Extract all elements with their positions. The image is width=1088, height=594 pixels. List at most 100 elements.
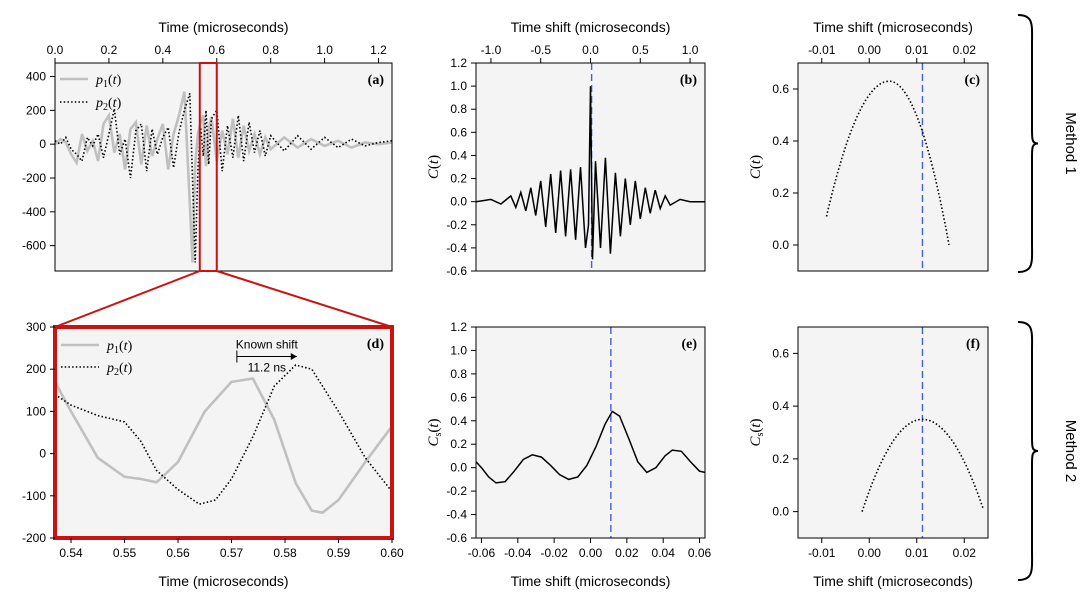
x-tick-label: 0.02 (615, 546, 639, 560)
y-tick-label: -400 (22, 205, 46, 219)
ylabel-open: ( (426, 164, 442, 169)
ylabel-open: ( (748, 164, 764, 169)
ylabel-sub: s (433, 433, 444, 437)
series-line-series-0 (476, 410, 705, 484)
panel-label: (b) (680, 73, 697, 88)
x-tick-label: 0.02 (953, 43, 977, 57)
x-tick-label: 0.0 (582, 43, 599, 57)
y-tick-label: -100 (22, 489, 46, 503)
legend-t: t (124, 339, 129, 354)
y-tick-label: -0.2 (446, 218, 467, 232)
y-tick-label: 1.0 (450, 79, 467, 93)
legend-t: t (113, 96, 118, 111)
x-tick-label: 0.8 (262, 43, 279, 57)
y-tick-label: 400 (26, 70, 46, 84)
y-tick-label: 0.2 (450, 437, 467, 451)
legend-p: p (95, 96, 103, 111)
legend-sub: 2 (103, 102, 108, 113)
y-tick-label: 0.6 (450, 125, 467, 139)
legend: p1(t)p2(t) (60, 73, 122, 113)
legend-label: p1(t) (95, 73, 122, 90)
x-tick-label: 1.2 (370, 43, 387, 57)
zoom-connector-left (54, 270, 201, 328)
x-tick-label: 0.00 (858, 546, 882, 560)
x-axis-title: Time (microseconds) (158, 573, 288, 589)
legend-t: t (124, 361, 129, 376)
x-tick-label: 0.56 (166, 546, 190, 560)
y-tick-label: 0.8 (450, 102, 467, 116)
x-axis-title: Time (microseconds) (158, 19, 288, 35)
y-tick-label: 0.8 (450, 367, 467, 381)
ylabel-close: ) (426, 418, 442, 423)
x-tick-label: -0.01 (808, 43, 836, 57)
y-tick-label: 0 (39, 137, 46, 151)
y-tick-label: 0.0 (450, 195, 467, 209)
x-tick-label: 0.55 (113, 546, 137, 560)
x-tick-label: -1.0 (481, 43, 502, 57)
y-axis-title: Cs(t) (748, 418, 766, 446)
legend-open: ( (119, 361, 124, 376)
y-tick-label: 1.2 (450, 320, 467, 334)
panel-label: (d) (367, 337, 384, 352)
brace-icon (1017, 321, 1039, 581)
legend-sub: 1 (103, 79, 108, 90)
series-line-p1(t) (55, 377, 392, 515)
y-tick-label: 100 (26, 404, 46, 418)
x-tick-label: 0.01 (905, 546, 929, 560)
annotation-value: 11.2 ns (248, 361, 286, 375)
ylabel-t: t (748, 159, 764, 164)
ylabel-c: C (748, 168, 764, 179)
series-line-series-0 (825, 80, 950, 246)
y-tick-label: 200 (26, 362, 46, 376)
y-tick-label: 0.4 (772, 399, 789, 413)
plot-frame (54, 62, 393, 272)
panel-label: (c) (964, 73, 980, 88)
ylabel-t: t (426, 159, 442, 164)
plot-data (55, 364, 392, 515)
plot-frame (797, 326, 989, 539)
series-line-p2(t) (55, 93, 392, 263)
ylabel-c: C (748, 436, 764, 447)
ylabel-open: ( (748, 428, 764, 433)
x-axis-title: Time shift (microseconds) (511, 19, 671, 35)
y-tick-label: 1.2 (450, 56, 467, 70)
ylabel-close: ) (748, 155, 764, 160)
x-tick-label: 1.0 (682, 43, 699, 57)
ylabel-close: ) (426, 155, 442, 160)
y-axis-title: Cs(t) (426, 418, 444, 446)
x-tick-label: 1.0 (316, 43, 333, 57)
legend-p: p (106, 361, 114, 376)
legend-p: p (106, 339, 114, 354)
x-tick-label: 0.0 (47, 43, 64, 57)
highlight-box (198, 62, 218, 272)
x-tick-label: 0.06 (688, 546, 712, 560)
x-tick-label: 0.4 (154, 43, 171, 57)
ylabel-t: t (748, 423, 764, 428)
brace-icon (1017, 14, 1039, 273)
plot-area (476, 327, 705, 538)
y-tick-label: -200 (22, 171, 46, 185)
legend-close: ) (128, 339, 133, 354)
plot-data (825, 63, 950, 271)
plot-frame (797, 62, 989, 272)
y-tick-label: -0.6 (446, 531, 467, 545)
panel-label: (f) (966, 337, 980, 352)
x-tick-label: 0.59 (327, 546, 351, 560)
x-tick-label: 0.00 (579, 546, 603, 560)
plot-data (476, 63, 705, 271)
y-tick-label: 0.0 (772, 238, 789, 252)
plot-frame (53, 325, 394, 540)
x-tick-label: 0.6 (208, 43, 225, 57)
annotation-arrowhead (290, 353, 297, 361)
chart-panel-f: -0.01 0.00 0.01 0.02 Time shift (microsecond… (748, 326, 989, 589)
series-line-p2(t) (55, 364, 392, 506)
zoom-connector-right (216, 270, 393, 328)
y-tick-label: 0.6 (772, 82, 789, 96)
legend-t: t (113, 73, 118, 88)
plot-area (55, 327, 392, 538)
y-tick-label: 0.2 (772, 186, 789, 200)
y-tick-label: 1.0 (450, 343, 467, 357)
method-label: Method 1 (1062, 112, 1079, 175)
y-tick-label: -600 (22, 239, 46, 253)
